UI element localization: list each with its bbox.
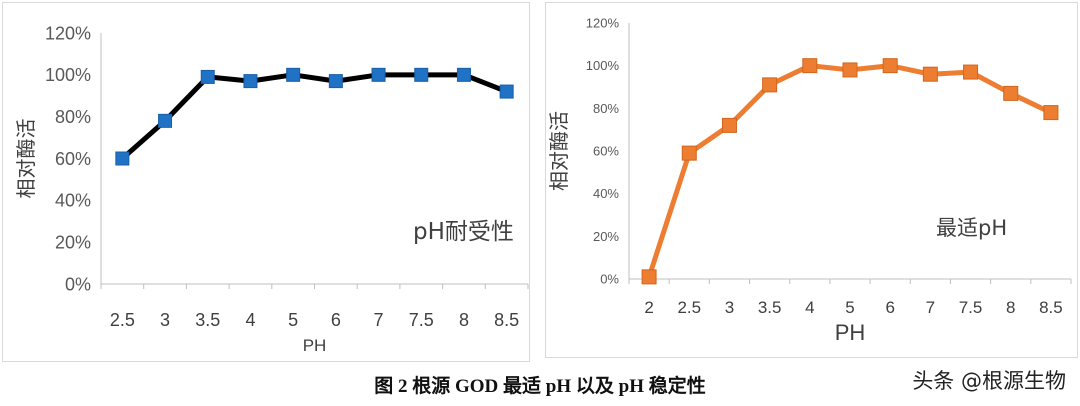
y-tick-label: 20% [593,229,619,244]
x-tick-label: 7.5 [409,310,434,330]
x-tick-label: 3.5 [195,310,220,330]
x-tick-label: 3.5 [758,298,782,317]
chart-optimal-ph-svg: 0% 20% 40% 60% 80% 100% 120% 2 2.5 3 3.5 4 5 6 7 7.5 8 8.… [547,16,1072,345]
x-tick-label: 8.5 [494,310,519,330]
data-point-marker [158,113,173,128]
chart-optimal-ph: 0% 20% 40% 60% 80% 100% 120% 2 2.5 3 3.5 4 5 6 7 7.5 8 8.… [545,2,1078,358]
y-tick-label: 100% [45,65,91,85]
y-tick-label: 20% [55,232,91,252]
x-tick-label: 2.5 [677,298,701,317]
x-tick-label: 5 [845,298,854,317]
x-axis-title: PH [303,336,327,355]
x-tick-label: 2.5 [110,310,135,330]
x-axis-title: PH [835,320,866,345]
series-line [120,72,508,161]
data-point-marker [1003,85,1019,101]
x-tick-label: 8 [1006,298,1015,317]
y-tick-label: 60% [55,149,91,169]
y-tick-label: 100% [586,58,620,73]
x-tick-label: 4 [245,310,255,330]
data-point-marker [963,64,979,80]
chart-annotation: pH耐受性 [413,219,514,245]
watermark-text: 头条 @根源生物 [912,369,1066,393]
chart-annotation: 最适pH [936,216,1007,240]
data-point-marker [802,58,818,74]
x-tick-label: 7.5 [959,298,983,317]
data-point-marker [641,269,657,285]
data-point-marker [456,67,471,82]
data-point-marker [286,67,301,82]
y-tick-label: 60% [593,144,619,159]
y-tick-label: 120% [586,16,620,31]
data-point-marker [842,62,858,78]
y-tick-label: 40% [593,186,619,201]
data-point-marker [499,84,514,99]
data-point-marker [243,74,258,89]
data-point-marker [200,69,215,84]
data-point-marker [882,58,898,74]
x-tick-label: 5 [288,310,298,330]
y-axis-title: 相对酶活 [14,119,38,199]
data-point-marker [1043,105,1059,121]
data-point-marker [922,66,938,82]
y-tick-label: 0% [65,274,91,294]
data-point-marker [762,77,778,93]
y-tick-label: 40% [55,191,91,211]
x-tick-label: 2 [644,298,653,317]
y-tick-label: 80% [593,101,619,116]
data-point-marker [115,151,130,166]
series-line [646,63,1052,278]
chart-ph-tolerance-svg: 0% 20% 40% 60% 80% 100% 120% 2.5 3 3.5 4 5 6 7 7.5 8 8.5… [14,23,529,355]
data-point-marker [414,67,429,82]
x-tick-label: 8 [459,310,469,330]
data-point-marker [328,74,343,89]
data-point-marker [371,67,386,82]
x-tick-label: 6 [331,310,341,330]
y-tick-label: 0% [600,272,619,287]
x-tick-label: 4 [805,298,814,317]
x-tick-label: 6 [885,298,894,317]
x-tick-label: 8.5 [1039,298,1063,317]
y-tick-label: 120% [45,23,91,43]
data-point-marker [681,145,697,161]
data-point-marker [721,117,737,133]
x-tick-label: 3 [160,310,170,330]
x-tick-label: 7 [926,298,935,317]
y-axis-title: 相对酶活 [547,111,571,191]
figure-caption: 图 2 根源 GOD 最适 pH 以及 pH 稳定性 [374,376,706,397]
x-tick-label: 3 [725,298,734,317]
y-tick-label: 80% [55,107,91,127]
x-tick-label: 7 [374,310,384,330]
chart-ph-tolerance: 0% 20% 40% 60% 80% 100% 120% 2.5 3 3.5 4 5 6 7 7.5 8 8.5… [2,2,530,362]
